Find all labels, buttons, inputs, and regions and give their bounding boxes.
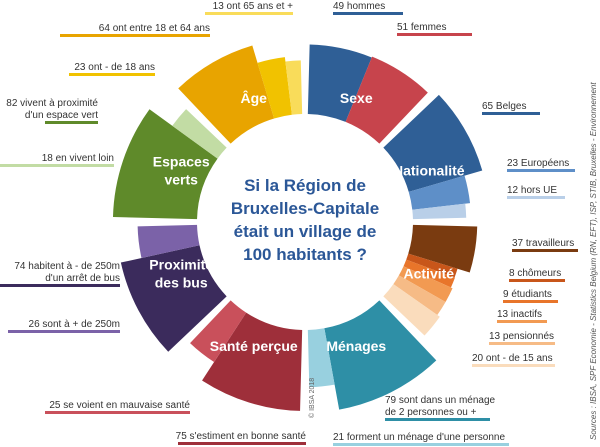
callout-activite-2: 9 étudiants xyxy=(503,289,552,300)
callout-menages-1: 21 forment un ménage d'une personne xyxy=(333,432,505,443)
segment-proximite-des-bus-1 xyxy=(137,224,200,259)
callout-sante-percue-0: 75 s'estiment en bonne santé xyxy=(176,431,307,442)
category-labels: Sexe Nationalité Activité Ménages Santé perç… xyxy=(149,89,464,354)
segment-nationalite-2 xyxy=(412,203,467,220)
callout-age-1: 23 ont - de 18 ans xyxy=(74,62,155,73)
callout-underline-sexe-0 xyxy=(333,12,403,15)
callout-underline-menages-1 xyxy=(333,443,509,446)
callout-activite-4: 13 pensionnés xyxy=(489,331,554,342)
callout-underline-age-0 xyxy=(60,34,210,37)
callout-underline-age-1 xyxy=(69,73,155,76)
category-label-nationalite: Nationalité xyxy=(393,163,465,179)
callout-sexe-1: 51 femmes xyxy=(397,22,446,33)
callout-underline-activite-3 xyxy=(497,320,547,323)
segment-sante-percue-0 xyxy=(202,312,303,411)
category-label-espaces-verts: Espaces verts xyxy=(153,154,210,188)
callout-sante-percue-1: 25 se voient en mauvaise santé xyxy=(49,400,190,411)
category-label-sante-percue: Santé perçue xyxy=(210,338,298,354)
callout-espaces-verts-1: 18 en vivent loin xyxy=(42,153,114,164)
callout-activite-1: 8 chômeurs xyxy=(509,268,561,279)
segment-activite-0 xyxy=(408,224,478,273)
callout-underline-nationalite-0 xyxy=(482,112,540,115)
callout-underline-proximite-des-bus-1 xyxy=(8,330,120,333)
segment-espaces-verts-0 xyxy=(112,109,218,220)
callout-labels: 49 hommes 51 femmes 65 Belges 23 Européens 1… xyxy=(0,1,578,446)
segment-sante-percue-1 xyxy=(190,300,247,363)
callout-age-0: 64 ont entre 18 et 64 ans xyxy=(99,23,210,34)
category-label-age: Âge xyxy=(240,89,267,106)
segment-nationalite-1 xyxy=(408,175,471,210)
segment-menages-1 xyxy=(307,328,335,388)
segment-nationalite-0 xyxy=(383,94,483,192)
segment-age-0 xyxy=(178,45,275,144)
category-label-sexe: Sexe xyxy=(340,90,373,106)
callout-nationalite-2: 12 hors UE xyxy=(507,185,557,196)
callout-underline-sante-percue-1 xyxy=(45,411,190,414)
callout-proximite-des-bus-1: 26 sont à + de 250m xyxy=(29,319,120,330)
segment-sexe-1 xyxy=(345,56,428,144)
segment-age-2 xyxy=(285,60,303,115)
category-label-menages: Ménages xyxy=(326,338,386,354)
question-line-3: était un village de xyxy=(234,222,377,241)
sources: Sources : IBSA, SPF Economie - Statistic… xyxy=(589,82,598,440)
callout-sexe-0: 49 hommes xyxy=(333,1,385,12)
callout-underline-activite-1 xyxy=(509,279,565,282)
category-label-proximite-des-bus: Proximité des bus xyxy=(149,256,213,290)
segment-activite-1 xyxy=(406,253,458,278)
callout-underline-sante-percue-0 xyxy=(178,442,306,445)
segment-proximite-des-bus-0 xyxy=(120,245,227,352)
callout-nationalite-0: 65 Belges xyxy=(482,101,526,112)
ring-segments xyxy=(112,44,483,411)
segment-activite-3 xyxy=(398,266,453,302)
callout-activite-3: 13 inactifs xyxy=(497,309,542,320)
segment-activite-4 xyxy=(393,275,446,315)
callout-underline-nationalite-2 xyxy=(507,196,565,199)
callout-nationalite-1: 23 Européens xyxy=(507,158,569,169)
segment-espaces-verts-1 xyxy=(172,109,227,159)
segment-sexe-0 xyxy=(307,44,372,122)
callout-underline-activite-5 xyxy=(472,364,555,367)
segment-menages-0 xyxy=(324,300,437,410)
copyright: © IBSA 2018 xyxy=(308,378,316,418)
callout-underline-sexe-1 xyxy=(397,33,472,36)
callout-age-2: 13 ont 65 ans et + xyxy=(213,1,294,12)
callout-underline-espaces-verts-0 xyxy=(45,121,98,124)
callout-activite-5: 20 ont - de 15 ans xyxy=(472,353,553,364)
callout-underline-activite-0 xyxy=(512,249,578,252)
callout-underline-proximite-des-bus-0 xyxy=(0,284,120,287)
callout-underline-age-2 xyxy=(205,12,293,15)
callout-underline-menages-0 xyxy=(385,418,490,421)
callout-activite-0: 37 travailleurs xyxy=(512,238,574,249)
question-line-4: 100 habitants ? xyxy=(243,245,367,264)
callout-underline-nationalite-1 xyxy=(507,169,575,172)
question-line-1: Si la Région de xyxy=(244,176,366,195)
segment-activite-5 xyxy=(383,284,440,336)
callout-underline-activite-4 xyxy=(489,342,555,345)
callout-proximite-des-bus-0: 74 habitent à - de 250m d'un arrêt de bus xyxy=(14,261,120,284)
segment-activite-2 xyxy=(403,259,455,288)
callout-menages-0: 79 sont dans un ménage de 2 personnes ou … xyxy=(385,395,496,418)
segment-age-1 xyxy=(257,57,292,119)
callout-espaces-verts-0: 82 vivent à proximité d'un espace vert xyxy=(6,98,98,121)
callout-underline-activite-2 xyxy=(503,300,558,303)
callout-underline-espaces-verts-1 xyxy=(0,164,114,167)
category-label-activite: Activité xyxy=(404,265,455,281)
question-line-2: Bruxelles-Capitale xyxy=(231,199,379,218)
